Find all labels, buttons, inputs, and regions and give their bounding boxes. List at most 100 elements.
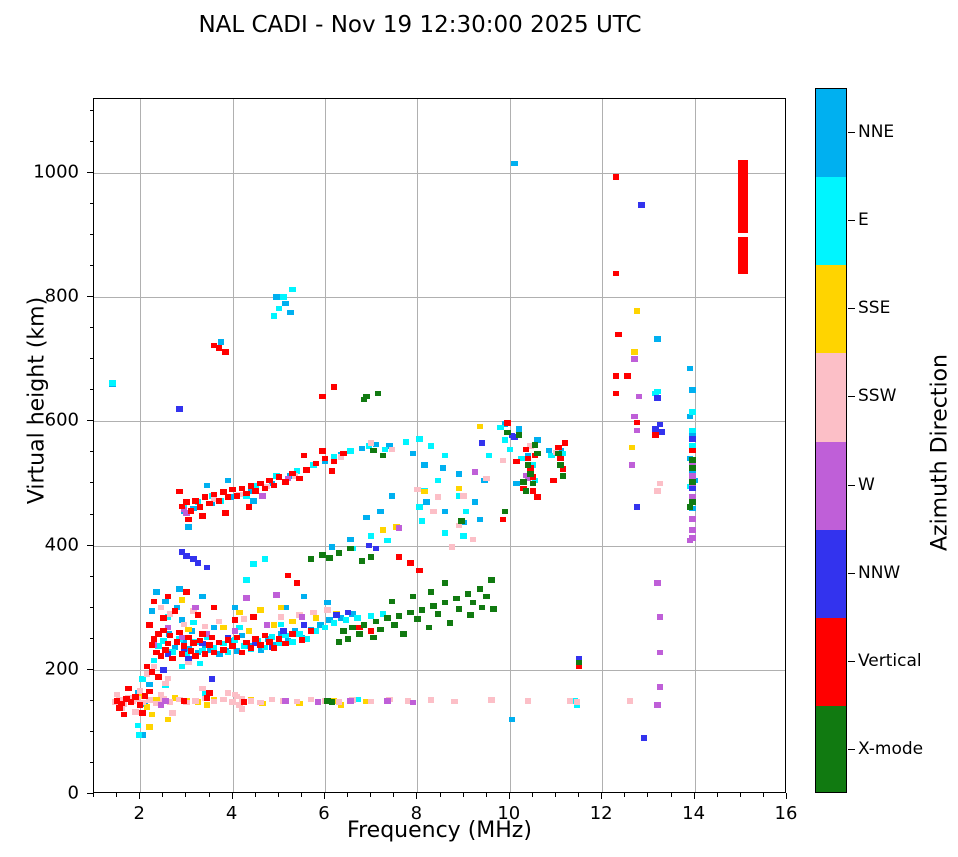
colorbar-segment-e[interactable] (816, 177, 846, 266)
scatter-point (689, 473, 696, 479)
x-axis-tick-label: 6 (318, 803, 330, 824)
scatter-point (210, 496, 218, 502)
y-axis-minor-tick (89, 575, 93, 577)
colorbar-label-x-mode: X-mode (858, 738, 924, 759)
y-axis-tick (87, 171, 93, 173)
colorbar-label-ssw: SSW (858, 386, 897, 407)
colorbar-label-nnw: NNW (858, 562, 901, 583)
scatter-point (187, 648, 195, 654)
colorbar-segment-w[interactable] (816, 441, 846, 530)
scatter-point (146, 724, 153, 730)
scatter-point (164, 716, 172, 723)
scatter-point (180, 506, 188, 513)
scatter-point (220, 640, 227, 647)
scatter-point (201, 651, 209, 658)
colorbar-segment-sse[interactable] (816, 265, 846, 354)
scatter-point (247, 645, 255, 651)
colorbar-tick (848, 132, 855, 134)
scatter-point (238, 649, 246, 656)
x-axis-tick (693, 793, 695, 799)
scatter-point (134, 722, 142, 729)
scatter-point (319, 552, 326, 558)
scatter-point (414, 616, 421, 622)
scatter-point (689, 409, 696, 415)
scatter-point (430, 603, 437, 609)
scatter-point (303, 466, 310, 473)
scatter-point (294, 580, 301, 586)
x-axis-minor-tick (347, 793, 349, 797)
colorbar-segment-nne[interactable] (816, 89, 846, 178)
x-axis-tick (324, 793, 325, 799)
scatter-point (298, 614, 306, 620)
scatter-point (612, 174, 620, 181)
scatter-point (282, 698, 289, 704)
scatter-point (615, 331, 622, 338)
scatter-point (515, 432, 523, 438)
scatter-point (206, 642, 213, 648)
scatter-point (458, 517, 465, 524)
scatter-point (148, 669, 155, 676)
scatter-point (689, 516, 696, 522)
scatter-point (324, 599, 331, 606)
scatter-point (220, 489, 227, 495)
scatter-point (310, 609, 317, 616)
scatter-point (252, 482, 259, 489)
scatter-point (270, 312, 278, 319)
scatter-point (525, 475, 532, 482)
scatter-point (529, 488, 537, 494)
colorbar-segment-vertical[interactable] (816, 617, 846, 706)
colorbar-label-vertical: Vertical (858, 650, 922, 671)
scatter-point (155, 643, 162, 649)
scatter-point (656, 614, 664, 620)
scatter-point (300, 593, 308, 600)
scatter-point (224, 689, 232, 696)
scatter-point (238, 696, 246, 702)
colorbar-tick (848, 308, 855, 310)
scatter-point (210, 342, 218, 349)
scatter-point (247, 488, 255, 495)
azimuth-colorbar[interactable] (815, 88, 847, 793)
scatter-point (153, 696, 160, 703)
y-axis-tick (87, 544, 93, 546)
scatter-point (261, 632, 269, 639)
scatter-point (356, 630, 363, 637)
scatter-point (224, 637, 232, 643)
scatter-point (409, 450, 416, 457)
scatter-point (261, 644, 269, 651)
scatter-point (321, 624, 329, 631)
scatter-point (183, 650, 190, 657)
scatter-point (342, 617, 349, 623)
scatter-point (370, 447, 377, 454)
scatter-point (157, 702, 165, 708)
scatter-point (125, 685, 132, 692)
scatter-point (476, 516, 483, 523)
scatter-point (146, 622, 153, 628)
scatter-point (210, 491, 218, 498)
scatter-point (259, 493, 266, 499)
scatter-point (208, 676, 216, 682)
scatter-point (689, 485, 696, 492)
x-axis-tick-label: 8 (410, 803, 423, 824)
scatter-point (162, 647, 169, 653)
scatter-point (185, 524, 192, 530)
scatter-point (250, 561, 257, 567)
y-axis-tick-label: 0 (67, 782, 79, 804)
scatter-point (155, 630, 162, 637)
scatter-point (238, 632, 246, 639)
scatter-point (511, 160, 518, 167)
scatter-point (136, 732, 143, 738)
gridline-horizontal (94, 545, 785, 547)
gridline-vertical (602, 99, 604, 792)
gridline-horizontal (94, 172, 785, 174)
scatter-point (324, 698, 331, 704)
scatter-point (148, 642, 155, 648)
colorbar-label-sse: SSE (858, 298, 891, 319)
scatter-point (689, 527, 696, 533)
scatter-point (559, 466, 567, 472)
scatter-point (210, 645, 218, 651)
scatter-point (365, 542, 373, 549)
colorbar-segment-ssw[interactable] (816, 353, 846, 442)
colorbar-segment-nnw[interactable] (816, 529, 846, 618)
scatter-point (453, 595, 460, 602)
colorbar-segment-x-mode[interactable] (816, 705, 846, 792)
